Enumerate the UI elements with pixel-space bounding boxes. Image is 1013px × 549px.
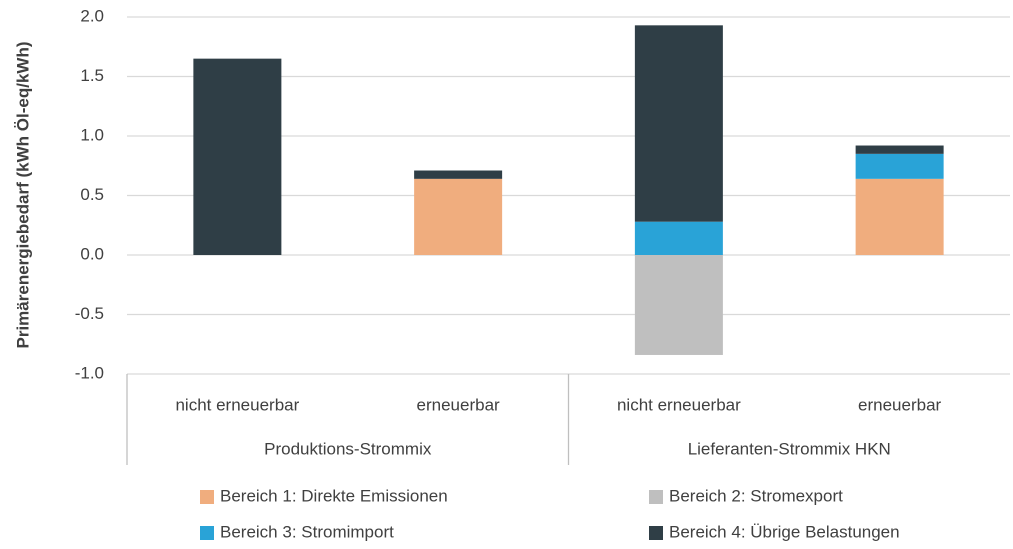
- legend-label: Bereich 4: Übrige Belastungen: [669, 522, 900, 541]
- bar-segment: [855, 178, 944, 255]
- y-tick-label: 2.0: [80, 6, 104, 25]
- group-label: Produktions-Strommix: [264, 439, 432, 458]
- bar-segment: [634, 255, 723, 355]
- bar-segment: [414, 178, 503, 255]
- y-tick-label: 0.5: [80, 185, 104, 204]
- legend-label: Bereich 1: Direkte Emissionen: [220, 486, 448, 505]
- x-tick-label: nicht erneuerbar: [617, 395, 741, 414]
- legend-swatch: [200, 490, 214, 504]
- y-tick-label: -0.5: [75, 304, 104, 323]
- y-tick-label: 1.5: [80, 66, 104, 85]
- group-label: Lieferanten-Strommix HKN: [688, 439, 891, 458]
- bar-segment: [634, 221, 723, 255]
- bar-segment: [855, 153, 944, 179]
- x-tick-label: erneuerbar: [417, 395, 501, 414]
- bar-segment: [634, 25, 723, 222]
- y-axis-label: Primärenergiebedarf (kWh Öl-eq/kWh): [13, 42, 32, 349]
- legend-label: Bereich 3: Stromimport: [220, 522, 394, 541]
- legend-swatch: [649, 490, 663, 504]
- bar-segment: [414, 170, 503, 179]
- legend-label: Bereich 2: Stromexport: [669, 486, 843, 505]
- y-tick-label: -1.0: [75, 363, 104, 382]
- x-tick-label: erneuerbar: [858, 395, 942, 414]
- y-tick-label: 0.0: [80, 244, 104, 263]
- x-tick-label: nicht erneuerbar: [175, 395, 299, 414]
- legend-swatch: [649, 526, 663, 540]
- legend-swatch: [200, 526, 214, 540]
- bar-segment: [855, 145, 944, 154]
- y-tick-label: 1.0: [80, 125, 104, 144]
- bar-segment: [193, 58, 282, 256]
